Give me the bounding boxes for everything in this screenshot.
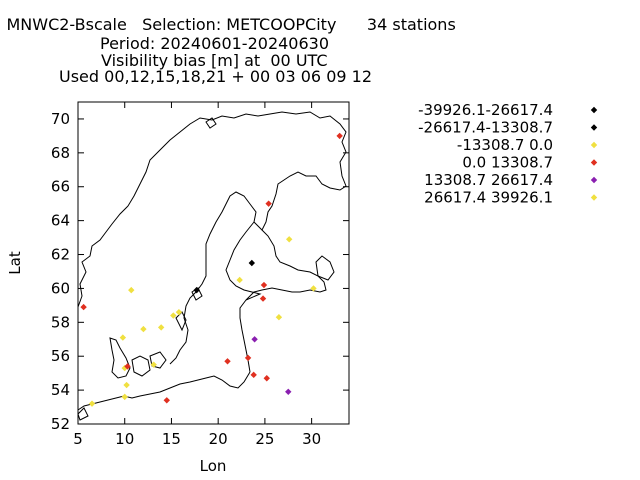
data-point [128, 286, 135, 294]
data-point [260, 281, 268, 289]
data-point [236, 276, 243, 284]
data-point [121, 393, 128, 401]
y-tick-label: 60 [51, 279, 70, 297]
y-tick-label: 68 [51, 144, 70, 162]
legend-label: 26617.4 39926.1 [424, 189, 553, 207]
x-tick-label: 25 [255, 430, 274, 448]
data-point [140, 325, 147, 333]
y-tick-label: 66 [51, 178, 70, 196]
data-point [244, 354, 252, 362]
data-point [265, 200, 272, 207]
data-point [263, 375, 270, 382]
data-point [193, 286, 200, 294]
x-tick-label: 15 [162, 430, 181, 448]
legend-label: 0.0 13308.7 [462, 154, 553, 172]
x-tick-label: 5 [73, 430, 83, 448]
data-point [250, 371, 257, 379]
x-axis-label: Lon [200, 457, 227, 475]
y-tick-label: 56 [51, 347, 70, 365]
y-axis-ticks: 52 54 56 58 60 62 64 66 68 70 [51, 110, 349, 433]
chart-title-line-3: Visibility bias [m] at 00 UTC [101, 51, 328, 70]
plot-frame [77, 101, 350, 425]
legend-label: -39926.1-26617.4 [418, 101, 553, 119]
legend-marker [590, 141, 598, 149]
legend-label: -13308.7 0.0 [457, 136, 553, 154]
legend-label: 13308.7 26617.4 [424, 171, 553, 189]
data-point [259, 295, 267, 302]
data-point [275, 314, 283, 321]
chart-title-line-1: : MNWC2-Bscale Selection: METCOOPCity 34… [0, 15, 456, 34]
data-point [88, 400, 96, 407]
data-point [224, 358, 231, 365]
y-tick-label: 52 [51, 415, 70, 433]
x-tick-label: 20 [209, 430, 228, 448]
data-point [124, 363, 131, 370]
legend: -39926.1-26617.4-26617.4-13308.7-13308.7… [418, 101, 598, 207]
data-point [163, 397, 170, 404]
legend-marker [590, 159, 598, 166]
legend-marker [590, 106, 598, 114]
legend-marker [590, 124, 598, 131]
x-tick-label: 30 [302, 430, 321, 448]
data-point [251, 336, 258, 343]
data-point [336, 132, 343, 140]
y-axis-label: Lat [6, 251, 24, 275]
legend-marker [590, 194, 598, 201]
y-tick-label: 62 [51, 246, 70, 264]
data-point [170, 312, 177, 319]
y-tick-label: 54 [51, 381, 70, 399]
chart-title-line-4: Used 00,12,15,18,21 + 00 03 06 09 12 [59, 67, 372, 86]
data-point [285, 388, 292, 395]
data-point [80, 303, 87, 311]
x-tick-label: 10 [115, 430, 134, 448]
data-point [123, 381, 130, 389]
data-points [80, 132, 343, 407]
y-tick-label: 58 [51, 313, 70, 331]
y-tick-label: 64 [51, 212, 70, 230]
x-axis-ticks: 5 10 15 20 25 30 [73, 102, 321, 448]
data-point [310, 285, 317, 292]
data-point [175, 308, 183, 316]
chart-title-line-2: Period: 20240601-20240630 [100, 34, 330, 53]
data-point [119, 334, 127, 341]
legend-marker [590, 176, 598, 184]
data-point [285, 236, 293, 243]
data-point [150, 361, 157, 368]
legend-label: -26617.4-13308.7 [418, 119, 553, 137]
data-point [157, 324, 165, 331]
data-point [248, 259, 256, 267]
y-tick-label: 70 [51, 110, 70, 128]
coastline-map [77, 111, 347, 421]
